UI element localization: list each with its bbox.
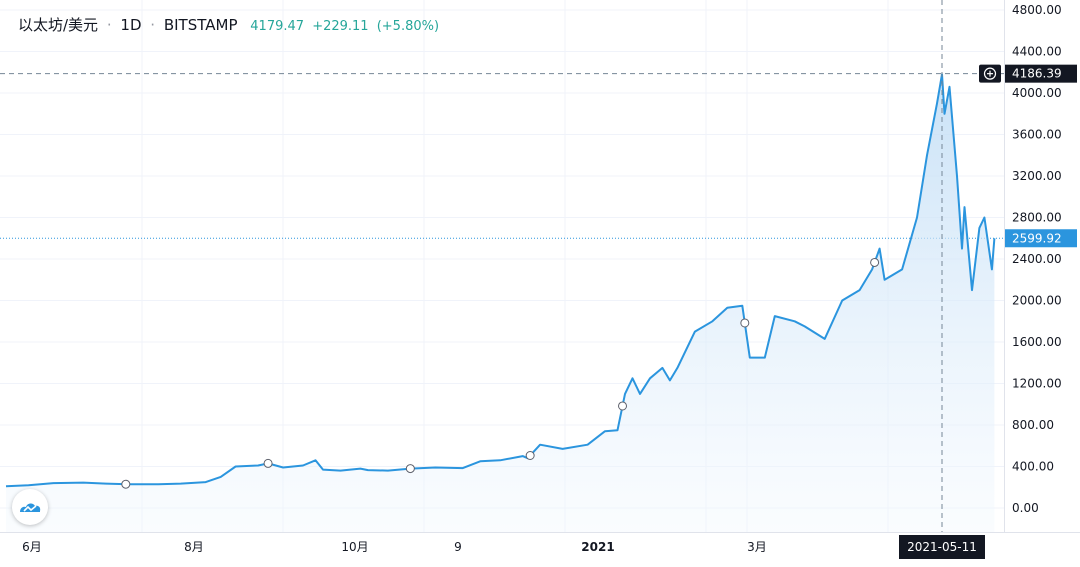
event-marker[interactable] <box>405 464 415 474</box>
x-tick-label: 6月 <box>22 540 42 554</box>
cloud-logo-icon <box>20 503 41 512</box>
crosshair-date-badge <box>899 535 985 559</box>
y-tick-label: 400.00 <box>1012 460 1054 474</box>
crosshair-date-label: 2021-05-11 <box>907 540 977 554</box>
last-price-label: 2599.92 <box>1012 231 1062 245</box>
plus-icon <box>983 67 997 80</box>
y-tick-label: 4000.00 <box>1012 86 1062 100</box>
y-tick-label: 800.00 <box>1012 418 1054 432</box>
y-tick-label: 2000.00 <box>1012 294 1062 308</box>
chart-legend: 以太坊/美元 · 1D · BITSTAMP 4179.47 +229.11 (… <box>18 14 443 35</box>
change-percent: (+5.80%) <box>376 19 440 34</box>
last-price-badge <box>1005 229 1077 248</box>
grid <box>0 0 1004 532</box>
legend-values: 4179.47 +229.11 (+5.80%) <box>250 19 443 34</box>
y-tick-label: 4800.00 <box>1012 3 1062 17</box>
symbol-name[interactable]: 以太坊/美元 <box>18 16 99 34</box>
crosshair-price-label: 4186.39 <box>1012 67 1062 81</box>
y-tick-label: 2800.00 <box>1012 211 1062 225</box>
event-marker[interactable] <box>263 458 273 468</box>
x-tick-label: 9 <box>454 540 462 554</box>
y-tick-label: 1200.00 <box>1012 377 1062 391</box>
x-tick-label: 2021 <box>581 540 614 554</box>
event-marker[interactable] <box>870 257 880 267</box>
event-marker[interactable] <box>121 479 131 489</box>
last-value: 4179.47 <box>250 19 305 34</box>
y-tick-label: 1600.00 <box>1012 335 1062 349</box>
x-tick-label: 3月 <box>747 540 767 554</box>
interval-label[interactable]: 1D <box>120 16 142 34</box>
price-area <box>6 74 995 533</box>
y-tick-label: 3200.00 <box>1012 169 1062 183</box>
price-line[interactable] <box>5 73 996 488</box>
separator-dot: · <box>150 16 156 34</box>
y-tick-label: 4400.00 <box>1012 45 1062 59</box>
y-tick-label: 2400.00 <box>1012 252 1062 266</box>
x-tick-label: 10月 <box>341 540 368 554</box>
x-tick-label: 8月 <box>184 540 204 554</box>
y-tick-label: 0.00 <box>1012 501 1039 515</box>
crosshair-price-badge <box>1005 64 1077 83</box>
exchange-label[interactable]: BITSTAMP <box>163 16 238 34</box>
event-marker[interactable] <box>618 401 628 411</box>
y-tick-label: 3600.00 <box>1012 128 1062 142</box>
event-marker[interactable] <box>525 451 535 461</box>
tradingview-logo-button[interactable] <box>12 489 48 525</box>
event-marker[interactable] <box>740 318 750 328</box>
separator-dot: · <box>106 16 112 34</box>
change-value: +229.11 <box>312 19 369 34</box>
